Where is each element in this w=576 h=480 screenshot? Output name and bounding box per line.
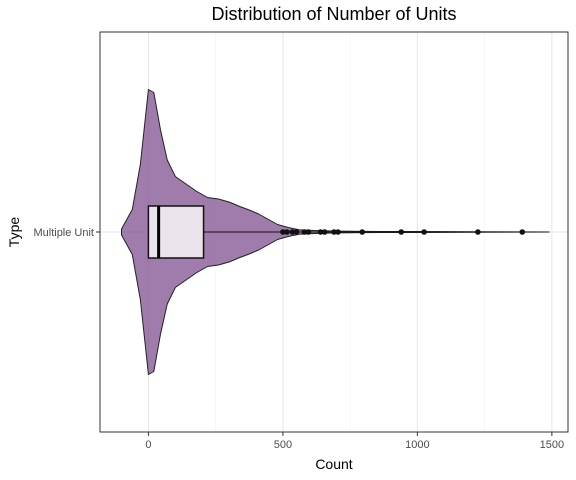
box-plot <box>147 205 550 259</box>
outlier-point <box>317 229 324 235</box>
y-axis: Multiple Unit <box>33 227 100 239</box>
outlier-point <box>280 229 286 235</box>
x-tick-label: 500 <box>274 439 292 451</box>
outlier-point <box>301 229 308 235</box>
y-axis-title: Type <box>6 217 22 248</box>
outlier-point <box>305 229 312 235</box>
outlier-point <box>398 229 405 235</box>
box-iqr <box>147 205 205 259</box>
outlier-point <box>359 229 366 235</box>
outlier-point <box>331 229 337 235</box>
outlier-point <box>519 229 526 235</box>
outlier-point <box>293 229 300 235</box>
outlier-point <box>284 229 290 235</box>
x-tick-label: 1000 <box>405 439 429 451</box>
outlier-point <box>475 229 481 235</box>
y-tick-label: Multiple Unit <box>33 227 94 239</box>
x-axis-title: Count <box>315 456 352 472</box>
outlier-points <box>280 229 526 235</box>
outlier-point <box>321 229 328 235</box>
chart-title: Distribution of Number of Units <box>211 4 456 24</box>
outlier-point <box>421 229 427 235</box>
x-tick-label: 1500 <box>540 439 564 451</box>
outlier-point <box>289 229 296 235</box>
x-tick-label: 0 <box>145 439 151 451</box>
outlier-point <box>335 229 341 235</box>
x-axis: 0 500 1000 1500 <box>145 432 564 451</box>
